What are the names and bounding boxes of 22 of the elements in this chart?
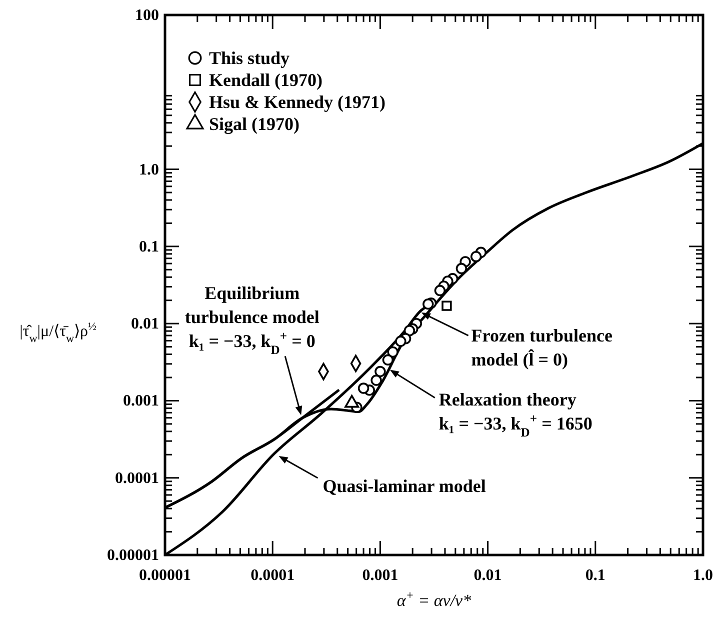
y-tick-label: 0.001 [123,392,159,410]
x-tick-label: 0.0001 [250,567,295,584]
annotation: Quasi-laminar model [322,476,486,496]
y-tick-label: 0.1 [139,238,159,256]
x-tick-label: 0.1 [585,567,606,584]
legend-label: Kendall (1970) [209,70,323,90]
y-axis-title: |τ̂$_{w}$|μ/⟨τ̄$_{w}$⟩ρ$^{½}$ [20,321,96,345]
x-tick-label: 0.001 [362,567,398,584]
x-tick-label: 0.01 [474,567,502,584]
y-tick-label: 0.01 [131,316,159,333]
y-tick-label: 0.00001 [107,547,159,564]
x-axis-title: α$^{+}$ = αν/v* [396,588,472,610]
annotation: Equilibrium turbulence model k₁ = −33, k$_{D}$$^{+}$ = 0 [184,283,320,358]
y-tick-label: 100 [135,7,159,24]
legend-label: Sigal (1970) [209,114,300,134]
y-tick-label: 0.0001 [115,470,159,487]
x-tick-label: 1.0 [693,567,713,584]
legend-label: This study [209,48,290,68]
y-tick-label: 1.0 [139,161,159,178]
annotation: Relaxation theory k₁ = −33, k$_{D}$$^{+}$ = 1650 [438,390,592,440]
legend-label: Hsu & Kennedy (1971) [209,92,386,112]
annotation: Frozen turbulence model (l̂ = 0) [471,326,612,370]
